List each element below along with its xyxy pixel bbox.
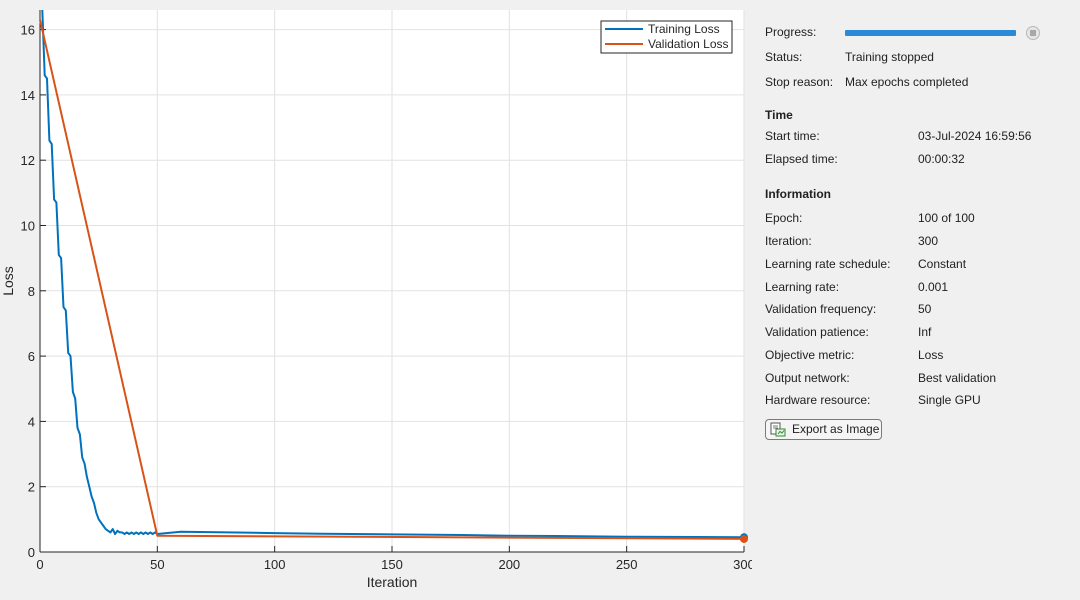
status-value: Training stopped: [845, 50, 934, 64]
info-label: Learning rate:: [765, 280, 840, 294]
start-time-label: Start time:: [765, 129, 820, 143]
y-tick-label: 0: [28, 545, 35, 560]
y-axis-label: Loss: [0, 266, 16, 296]
export-button-label: Export as Image: [792, 422, 880, 436]
stop-reason-label: Stop reason:: [765, 75, 834, 89]
time-section-title: Time: [765, 108, 793, 122]
y-tick-label: 2: [28, 480, 35, 495]
stop-reason-value: Max epochs completed: [845, 75, 969, 89]
export-as-image-button[interactable]: Export as Image: [765, 419, 882, 440]
series-line-validation-loss: [39, 19, 745, 540]
elapsed-time-value: 00:00:32: [918, 152, 965, 166]
y-tick-label: 6: [28, 349, 35, 364]
info-value: 50: [918, 302, 932, 316]
start-time-value: 03-Jul-2024 16:59:56: [918, 129, 1032, 143]
info-value: 100 of 100: [918, 211, 975, 225]
elapsed-time-label: Elapsed time:: [765, 152, 838, 166]
info-value: Single GPU: [918, 393, 981, 407]
legend-entry: Training Loss: [648, 22, 720, 36]
y-tick-label: 4: [28, 414, 35, 429]
status-label: Status:: [765, 50, 803, 64]
info-label: Objective metric:: [765, 348, 855, 362]
x-tick-label: 100: [264, 557, 286, 572]
series-endpoint-validation-loss: [740, 534, 748, 543]
export-image-icon: [770, 422, 786, 437]
x-tick-label: 150: [381, 557, 403, 572]
training-plot: 0 50 100 150 200 250 300 0 2 4 6 8 10 12 14 16 Iteration…: [0, 9, 752, 590]
info-label: Validation frequency:: [765, 302, 877, 316]
stop-icon: [1030, 30, 1036, 36]
x-tick-label: 50: [150, 557, 164, 572]
info-value: 0.001: [918, 280, 949, 294]
info-label: Output network:: [765, 371, 850, 385]
y-tick-label: 10: [21, 218, 35, 233]
y-tick-label: 16: [21, 23, 35, 38]
info-value: Constant: [918, 257, 967, 271]
info-label: Validation patience:: [765, 325, 869, 339]
progress-bar: [845, 30, 1016, 36]
y-tick-label: 14: [21, 88, 35, 103]
info-value: Loss: [918, 348, 944, 362]
info-label: Epoch:: [765, 211, 803, 225]
stop-button[interactable]: [1026, 26, 1040, 40]
training-info-panel: Progress: Status: Training stopped Stop …: [765, 0, 1075, 600]
info-label: Learning rate schedule:: [765, 257, 891, 271]
info-label: Hardware resource:: [765, 393, 871, 407]
info-value: 300: [918, 234, 939, 248]
loss-chart: 0 50 100 150 200 250 300 0 2 4 6 8 10 12 14 16 Iteration…: [0, 9, 752, 590]
legend-entry: Validation Loss: [648, 37, 729, 51]
legend-box: [600, 20, 733, 54]
x-tick-label: 0: [36, 557, 43, 572]
info-value: Best validation: [918, 371, 997, 385]
x-axis-label: Iteration: [367, 574, 418, 590]
series-line-training-loss: [41, 9, 745, 539]
y-tick-label: 12: [21, 153, 35, 168]
x-tick-label: 250: [616, 557, 638, 572]
information-section-title: Information: [765, 187, 831, 201]
info-label: Iteration:: [765, 234, 812, 248]
y-tick-label: 8: [28, 284, 35, 299]
x-tick-label: 300: [733, 557, 752, 572]
progress-label: Progress:: [765, 25, 817, 39]
info-value: Inf: [918, 325, 932, 339]
x-tick-label: 200: [498, 557, 520, 572]
